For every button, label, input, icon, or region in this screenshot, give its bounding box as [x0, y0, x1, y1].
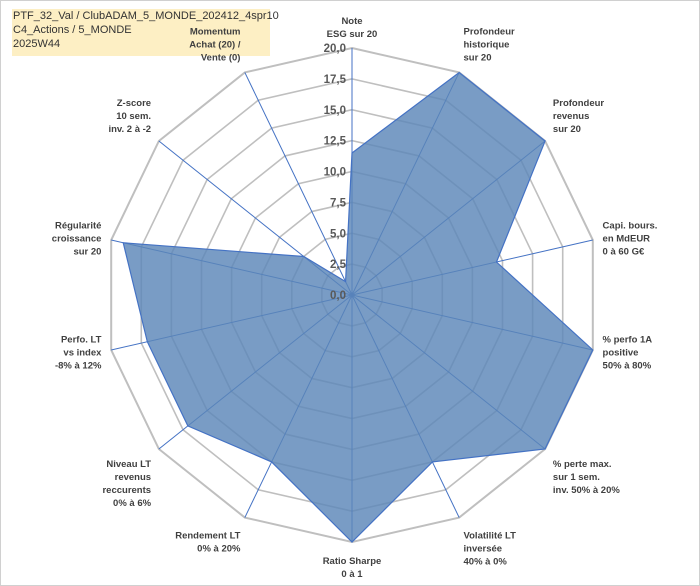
radar-series [122, 71, 594, 543]
tick-label-5: 12,5 [324, 136, 347, 148]
series-area-0 [122, 71, 594, 543]
axis-label-7: Ratio Sharpe 0 à 1 [323, 556, 382, 580]
title-line-3: 2025W44 [13, 38, 61, 50]
tick-label-3: 7,5 [330, 197, 347, 209]
axis-label-0: Note ESG sur 20 [327, 16, 378, 40]
title-line-2: C4_Actions / 5_MONDE [13, 24, 132, 36]
axis-label-2: Profondeur revenus sur 20 [553, 98, 604, 135]
axis-label-8: Rendement LT 0% à 20% [175, 531, 241, 555]
radar-tick-labels: 0,0 2,5 5,0 7,5 10,0 12,5 15,0 17,5 20,0 [324, 43, 347, 302]
tick-label-2: 5,0 [330, 228, 346, 240]
axis-label-6: Volatilité LT inversée 40% à 0% [464, 531, 517, 568]
tick-label-6: 15,0 [324, 105, 346, 117]
tick-label-7: 17,5 [324, 74, 347, 86]
axis-label-9: Niveau LT revenus reccurents 0% à 6% [102, 459, 151, 509]
title-box: PTF_32_Val / ClubADAM_5_MONDE_202412_4sp… [12, 9, 279, 56]
axis-label-4: % perfo 1A positive 50% à 80% [603, 335, 653, 372]
radar-axis-labels: Note ESG sur 20 Profondeur historique sur 20… [52, 16, 658, 580]
tick-label-4: 10,0 [324, 167, 346, 179]
axis-label-1: Profondeur historique sur 20 [464, 26, 515, 63]
tick-label-0: 0,0 [330, 290, 346, 302]
axis-label-10: Perfo. LT vs index -8% à 12% [55, 335, 102, 372]
tick-label-1: 2,5 [330, 259, 347, 271]
tick-label-8: 20,0 [324, 43, 346, 55]
axis-label-3: Capi. bours. en MdEUR 0 à 60 G€ [603, 220, 658, 257]
axis-label-12: Z-score 10 sem. inv. 2 à -2 [108, 98, 151, 135]
spoke-13 [244, 72, 353, 296]
axis-label-13: Momentum Achat (20) / Vente (0) [189, 26, 241, 63]
title-line-1: PTF_32_Val / ClubADAM_5_MONDE_202412_4sp… [13, 10, 279, 22]
axis-label-5: % perte max. sur 1 sem. inv. 50% à 20% [553, 459, 620, 496]
axis-label-11: Régularité croissance sur 20 [52, 220, 102, 257]
